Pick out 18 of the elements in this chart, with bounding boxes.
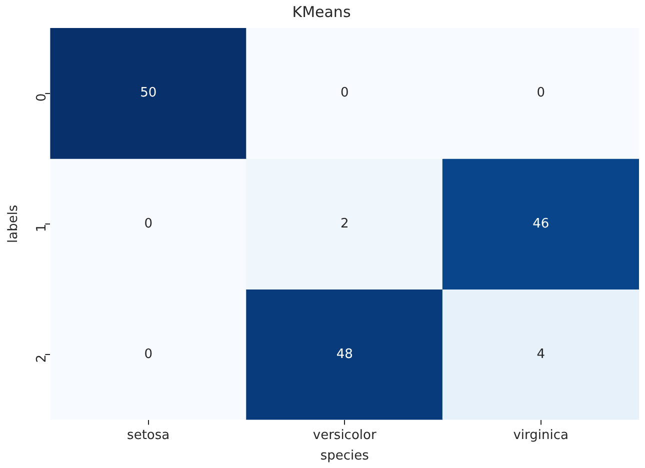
data-label: 0 [536, 86, 546, 101]
data-label: 48 [336, 346, 353, 362]
data-label: 50 [140, 86, 157, 101]
y-tick-label: 1 [34, 224, 50, 232]
data-label: 0 [144, 216, 152, 232]
x-tick-label: virginica [513, 428, 568, 443]
x-axis-title: species [320, 448, 370, 464]
y-axis-title: labels [6, 204, 22, 244]
data-label: 46 [532, 216, 550, 232]
data-label: 2 [340, 216, 349, 232]
x-tick-label: setosa [127, 428, 170, 443]
y-tick-label: 2 [34, 354, 50, 363]
data-label: 0 [144, 346, 152, 362]
data-label: 4 [536, 346, 546, 362]
data-label: 0 [340, 86, 349, 101]
y-tick-label: 0 [34, 93, 50, 102]
chart-title: KMeans [292, 2, 351, 21]
x-tick-label: versicolor [312, 428, 377, 443]
